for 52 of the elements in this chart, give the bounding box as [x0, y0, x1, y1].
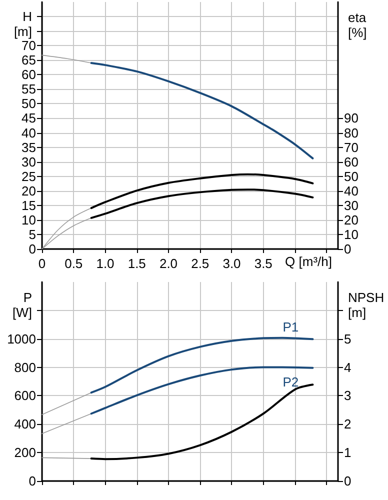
y-tick-label: 40 — [22, 125, 36, 140]
y2-axis-title: eta [%] — [348, 10, 367, 40]
x-tick-label: 1.0 — [96, 256, 114, 271]
y2-tick-label: 0 — [344, 474, 352, 488]
y2-tick-label: 4 — [344, 360, 352, 375]
y-tick-label: 55 — [22, 82, 36, 97]
y-tick-label: 10 — [22, 212, 36, 228]
y-tick-label: 200 — [14, 445, 36, 460]
y-tick-label: 35 — [22, 140, 36, 155]
y2-tick-label: 1 — [344, 445, 352, 460]
x-tick-label: 2.0 — [159, 256, 178, 271]
y-tick-label: 800 — [14, 360, 36, 375]
y2-tick-label: 10 — [344, 226, 358, 242]
y-tick-label: 5 — [28, 226, 36, 242]
y-tick-label: 1000 — [7, 331, 36, 346]
x-tick-label: 0 — [38, 256, 46, 271]
y2-tick-label: 30 — [344, 198, 358, 213]
y-axis-title: P [W] — [12, 290, 32, 320]
y-tick-label: 400 — [14, 416, 36, 432]
y-tick-label: 600 — [14, 388, 36, 404]
y-tick-label: 20 — [22, 183, 36, 198]
y2-tick-label: 5 — [344, 331, 352, 346]
y-tick-label: 25 — [22, 168, 36, 184]
x-tick-label: 3.5 — [254, 256, 272, 271]
y-tick-label: 60 — [22, 67, 36, 82]
x-tick-label: 3.0 — [222, 256, 241, 271]
y2-tick-label: 40 — [344, 183, 358, 198]
x-axis-title: Q [m³/h] — [285, 254, 332, 269]
y-tick-label: 50 — [22, 96, 36, 112]
y2-tick-label: 3 — [344, 388, 352, 404]
y-tick-label: 15 — [22, 198, 36, 213]
series-label: P2 — [282, 374, 299, 390]
y2-tick-label: 2 — [344, 416, 352, 432]
y2-tick-label: 90 — [344, 110, 358, 126]
x-tick-label: 1.5 — [128, 256, 146, 271]
x-tick-label: 0.5 — [64, 256, 83, 271]
y2-tick-label: 50 — [344, 168, 358, 184]
y-tick-label: 65 — [22, 52, 36, 68]
y2-tick-label: 80 — [344, 125, 358, 140]
x-tick-label: 2.5 — [191, 256, 210, 271]
y2-tick-label: 70 — [344, 140, 358, 155]
y-tick-label: 45 — [22, 110, 36, 126]
y-tick-label: 30 — [22, 154, 36, 170]
y-tick-label: 0 — [28, 474, 36, 488]
y-axis-title: H [m] — [14, 9, 32, 40]
y2-tick-label: 20 — [344, 212, 358, 228]
y2-tick-label: 0 — [344, 242, 352, 256]
series-label: P1 — [282, 320, 299, 335]
y2-tick-label: 60 — [344, 154, 358, 170]
y2-axis-title: NPSH [m] — [348, 290, 384, 320]
y-tick-label: 70 — [22, 38, 36, 54]
y-tick-label: 0 — [28, 242, 36, 256]
